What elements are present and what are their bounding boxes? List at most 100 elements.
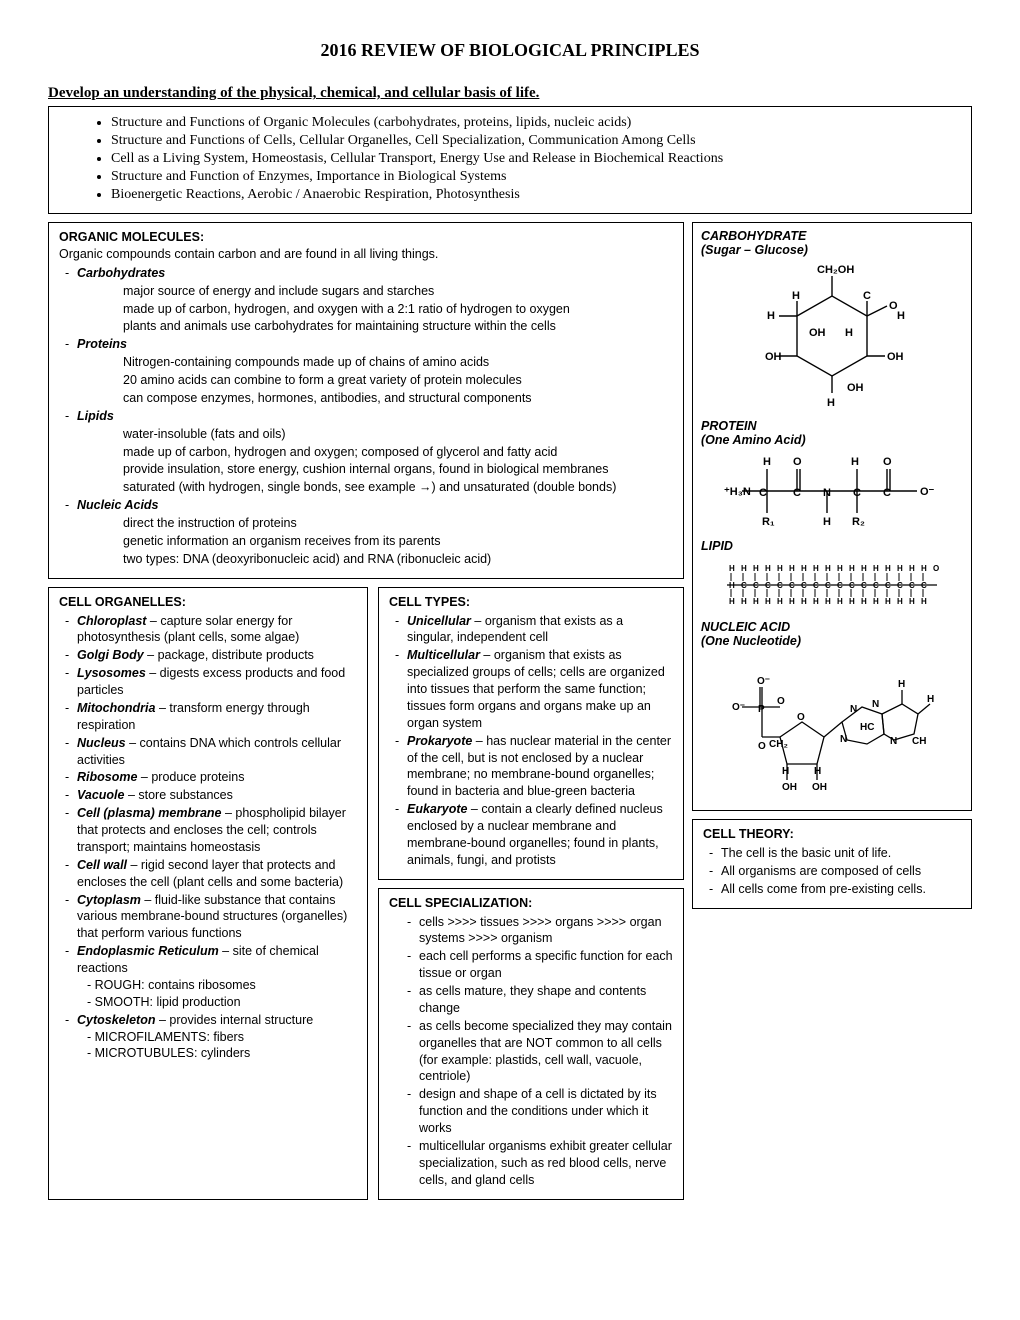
- specialization-box: CELL SPECIALIZATION: cells >>>> tissues …: [378, 888, 684, 1200]
- carb-diagram-title: CARBOHYDRATE: [701, 229, 963, 243]
- svg-text:C: C: [741, 581, 747, 590]
- svg-text:H: H: [789, 564, 795, 573]
- page-title: 2016 REVIEW OF BIOLOGICAL PRINCIPLES: [48, 40, 972, 61]
- intro-item: Structure and Function of Enzymes, Impor…: [111, 169, 961, 185]
- svg-text:CH₂: CH₂: [769, 739, 788, 750]
- svg-text:H: H: [898, 679, 905, 690]
- svg-text:C: C: [897, 581, 903, 590]
- svg-text:C: C: [753, 581, 759, 590]
- organelle-item: Endoplasmic Reticulum – site of chemical…: [77, 943, 357, 1011]
- organelle-item: Chloroplast – capture solar energy for p…: [77, 613, 357, 647]
- svg-text:CH₂OH: CH₂OH: [817, 264, 854, 276]
- svg-text:H: H: [825, 597, 831, 606]
- svg-text:H: H: [921, 597, 927, 606]
- svg-text:H: H: [885, 597, 891, 606]
- svg-text:O⁻: O⁻: [920, 486, 935, 498]
- organic-molecules-box: ORGANIC MOLECULES: Organic compounds con…: [48, 222, 684, 579]
- celltypes-list: Unicellular – organism that exists as a …: [389, 613, 673, 869]
- organelle-subline: - SMOOTH: lipid production: [87, 994, 357, 1011]
- carb-item: Carbohydrates major source of energy and…: [77, 265, 673, 336]
- svg-text:H: H: [861, 597, 867, 606]
- prot-item: Proteins Nitrogen-containing compounds m…: [77, 336, 673, 407]
- svg-text:H: H: [927, 694, 934, 705]
- prot-line: 20 amino acids can combine to form a gre…: [123, 372, 673, 389]
- organic-heading: ORGANIC MOLECULES:: [59, 229, 673, 246]
- specialization-item: multicellular organisms exhibit greater …: [419, 1138, 673, 1189]
- svg-text:H: H: [729, 581, 735, 590]
- svg-text:H: H: [789, 597, 795, 606]
- svg-text:H: H: [825, 564, 831, 573]
- svg-text:H: H: [897, 310, 905, 322]
- svg-text:C: C: [921, 581, 927, 590]
- carb-line: made up of carbon, hydrogen, and oxygen …: [123, 301, 673, 318]
- organelle-subline: - ROUGH: contains ribosomes: [87, 977, 357, 994]
- lip-line: water-insoluble (fats and oils): [123, 426, 673, 443]
- lip-line: made up of carbon, hydrogen and oxygen; …: [123, 444, 673, 461]
- intro-list: Structure and Functions of Organic Molec…: [59, 115, 961, 203]
- svg-text:H: H: [741, 597, 747, 606]
- svg-text:H: H: [837, 564, 843, 573]
- celltype-item: Eukaryote – contain a clearly defined nu…: [407, 801, 673, 869]
- specialization-heading: CELL SPECIALIZATION:: [389, 895, 673, 912]
- svg-text:H: H: [741, 564, 747, 573]
- organic-lead: Organic compounds contain carbon and are…: [59, 246, 673, 263]
- svg-text:C: C: [777, 581, 783, 590]
- organelle-item: Cell (plasma) membrane – phospholipid bi…: [77, 805, 357, 856]
- carb-diagram-sub: (Sugar – Glucose): [701, 243, 963, 257]
- svg-text:H: H: [845, 327, 853, 339]
- svg-text:C: C: [759, 487, 767, 499]
- svg-text:OH: OH: [847, 382, 864, 394]
- svg-text:H: H: [849, 564, 855, 573]
- celltheory-list: The cell is the basic unit of life.All o…: [703, 845, 961, 898]
- svg-text:H: H: [782, 766, 789, 777]
- svg-text:O: O: [758, 741, 766, 752]
- organelle-item: Vacuole – store substances: [77, 787, 357, 804]
- svg-text:H: H: [827, 397, 835, 409]
- svg-text:H: H: [813, 564, 819, 573]
- specialization-item: each cell performs a specific function f…: [419, 948, 673, 982]
- svg-text:OH: OH: [809, 327, 826, 339]
- right-column: CARBOHYDRATE (Sugar – Glucose): [692, 222, 972, 909]
- svg-text:H: H: [814, 766, 821, 777]
- celltheory-item: All cells come from pre-existing cells.: [721, 881, 961, 898]
- svg-text:N: N: [872, 699, 879, 710]
- lip-line: provide insulation, store energy, cushio…: [123, 461, 673, 478]
- svg-text:H: H: [729, 597, 735, 606]
- intro-box: Structure and Functions of Organic Molec…: [48, 106, 972, 214]
- lip-diagram-title: LIPID: [701, 539, 963, 553]
- lip-line: saturated (with hydrogen, single bonds, …: [123, 479, 673, 496]
- nuc-line: genetic information an organism receives…: [123, 533, 673, 550]
- celltheory-item: The cell is the basic unit of life.: [721, 845, 961, 862]
- celltheory-item: All organisms are composed of cells: [721, 863, 961, 880]
- prot-line: Nitrogen-containing compounds made up of…: [123, 354, 673, 371]
- svg-text:N: N: [890, 736, 897, 747]
- celltypes-box: CELL TYPES: Unicellular – organism that …: [378, 587, 684, 880]
- celltheory-box: CELL THEORY: The cell is the basic unit …: [692, 819, 972, 909]
- svg-text:C: C: [883, 487, 891, 499]
- prot-diagram-sub: (One Amino Acid): [701, 433, 963, 447]
- celltheory-heading: CELL THEORY:: [703, 826, 961, 843]
- svg-text:HC: HC: [860, 722, 874, 733]
- svg-text:⁺H₃N: ⁺H₃N: [724, 486, 751, 498]
- organelle-subline: - MICROFILAMENTS: fibers: [87, 1029, 357, 1046]
- intro-item: Cell as a Living System, Homeostasis, Ce…: [111, 151, 961, 167]
- svg-text:H: H: [885, 564, 891, 573]
- organelles-heading: CELL ORGANELLES:: [59, 594, 357, 611]
- subheading: Develop an understanding of the physical…: [48, 85, 972, 102]
- svg-text:O: O: [797, 712, 805, 723]
- svg-text:C: C: [801, 581, 807, 590]
- svg-text:H: H: [897, 597, 903, 606]
- svg-text:C: C: [837, 581, 843, 590]
- svg-text:H: H: [801, 597, 807, 606]
- specialization-item: as cells mature, they shape and contents…: [419, 983, 673, 1017]
- svg-text:N: N: [823, 487, 831, 499]
- svg-text:C: C: [861, 581, 867, 590]
- svg-text:H: H: [909, 597, 915, 606]
- svg-text:H: H: [729, 564, 735, 573]
- svg-text:C: C: [885, 581, 891, 590]
- svg-text:H: H: [823, 516, 831, 528]
- svg-text:H: H: [792, 290, 800, 302]
- svg-text:O: O: [777, 696, 785, 707]
- nuc-diagram-title: NUCLEIC ACID: [701, 620, 963, 634]
- svg-text:H: H: [777, 564, 783, 573]
